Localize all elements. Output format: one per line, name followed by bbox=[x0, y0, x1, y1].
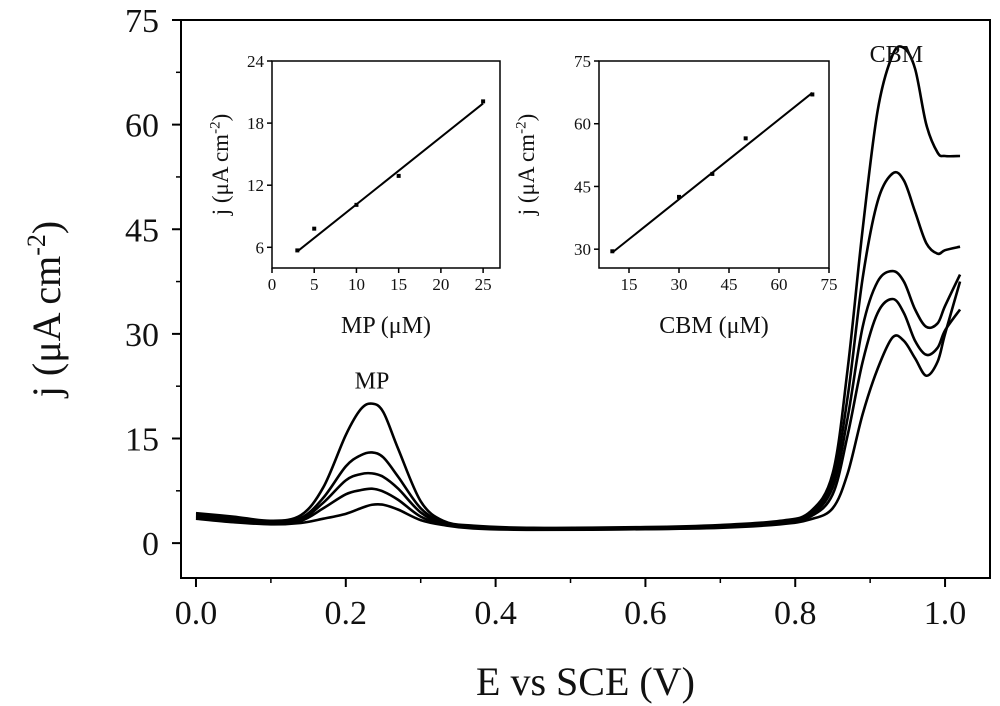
inset-cbm-data-point bbox=[810, 92, 815, 97]
main-x-tick-label: 1.0 bbox=[924, 595, 967, 632]
inset-cbm-x-tick-label: 75 bbox=[821, 275, 838, 294]
main-x-tick-label: 0.6 bbox=[624, 595, 667, 632]
inset-mp-data-point bbox=[354, 202, 359, 207]
main-y-tick-label: 45 bbox=[125, 212, 159, 249]
main-x-tick-label: 0.0 bbox=[175, 595, 218, 632]
inset-cbm-plot: 15 30 45 60 75 30 45 60 75 CBM (μM) j (μA cm-2) bbox=[513, 52, 837, 339]
inset-cbm-y-axis-title-superscript: -2 bbox=[513, 121, 529, 134]
inset-cbm-data-point bbox=[610, 249, 615, 254]
inset-mp-frame bbox=[271, 60, 501, 269]
inset-cbm-x-tick-label: 15 bbox=[621, 275, 638, 294]
inset-mp-fit-line bbox=[296, 102, 484, 253]
inset-mp-x-tick-label: 10 bbox=[348, 275, 365, 294]
inset-mp-y-axis-title-text: j (μA cm bbox=[208, 134, 233, 216]
inset-mp-x-tick-label: 0 bbox=[268, 275, 277, 294]
main-x-tick-label: 0.8 bbox=[774, 595, 817, 632]
inset-cbm-data-point bbox=[743, 136, 748, 141]
inset-cbm-frame bbox=[598, 60, 830, 269]
inset-cbm-data-point bbox=[677, 194, 681, 199]
main-y-axis-title: j (μA cm-2) bbox=[22, 221, 69, 399]
main-y-axis-title-text: j (μA cm bbox=[24, 256, 69, 399]
inset-mp-y-axis-title-superscript: -2 bbox=[207, 121, 223, 134]
inset-cbm-y-tick-label: 45 bbox=[574, 177, 591, 196]
inset-cbm-y-tick-label: 60 bbox=[574, 115, 591, 134]
inset-mp-x-tick-label: 25 bbox=[475, 275, 492, 294]
main-y-tick-label: 60 bbox=[125, 108, 159, 145]
inset-cbm-y-axis-title: j (μA cm-2) bbox=[513, 114, 539, 217]
main-x-tick-label: 0.4 bbox=[474, 595, 517, 632]
inset-mp-y-axis-title-close: ) bbox=[208, 114, 233, 122]
inset-mp-data-point bbox=[295, 248, 300, 253]
main-x-axis-title: E vs SCE (V) bbox=[476, 659, 695, 704]
inset-cbm-data-point bbox=[710, 171, 715, 176]
peak-label-mp: MP bbox=[355, 368, 390, 394]
inset-mp-y-tick-label: 18 bbox=[247, 114, 264, 133]
main-y-tick-label: 30 bbox=[125, 317, 159, 354]
inset-mp-data-point bbox=[481, 99, 486, 104]
inset-mp-y-tick-label: 12 bbox=[247, 176, 264, 195]
inset-mp-x-tick-label: 20 bbox=[432, 275, 449, 294]
inset-cbm-y-axis-title-close: ) bbox=[514, 114, 539, 122]
inset-mp-x-axis-title: MP (μM) bbox=[341, 313, 431, 339]
voltammogram-curve-5 bbox=[195, 281, 962, 532]
main-y-tick-label: 75 bbox=[125, 3, 159, 40]
main-plot-frame bbox=[180, 19, 991, 579]
inset-mp-x-tick-label: 5 bbox=[310, 275, 319, 294]
main-y-axis-title-superscript: -2 bbox=[22, 234, 51, 256]
inset-mp-data-point bbox=[312, 226, 317, 231]
inset-cbm-x-tick-label: 30 bbox=[671, 275, 688, 294]
inset-mp-y-tick-label: 24 bbox=[247, 52, 265, 71]
peak-label-cbm: CBM bbox=[870, 42, 923, 68]
inset-cbm-x-tick-label: 45 bbox=[721, 275, 738, 294]
inset-cbm-x-tick-label: 60 bbox=[771, 275, 788, 294]
inset-mp-data-point bbox=[396, 173, 401, 178]
inset-cbm-y-axis-title-text: j (μA cm bbox=[514, 134, 539, 216]
inset-cbm-y-tick-label: 30 bbox=[574, 240, 591, 259]
main-y-tick-label: 15 bbox=[125, 422, 159, 459]
main-y-tick-label: 0 bbox=[142, 526, 159, 563]
inset-cbm-x-axis-title: CBM (μM) bbox=[659, 313, 769, 339]
inset-mp-y-axis-title: j (μA cm-2) bbox=[207, 114, 233, 217]
inset-mp-x-tick-label: 15 bbox=[390, 275, 407, 294]
inset-mp-y-tick-label: 6 bbox=[256, 238, 265, 257]
main-y-axis-title-close: ) bbox=[24, 221, 69, 234]
inset-mp-plot: 0 5 10 15 20 25 6 12 18 24 MP (μM) j (μA cm-2) bbox=[207, 52, 501, 339]
main-x-tick-label: 0.2 bbox=[325, 595, 368, 632]
inset-cbm-y-tick-label: 75 bbox=[574, 52, 591, 71]
